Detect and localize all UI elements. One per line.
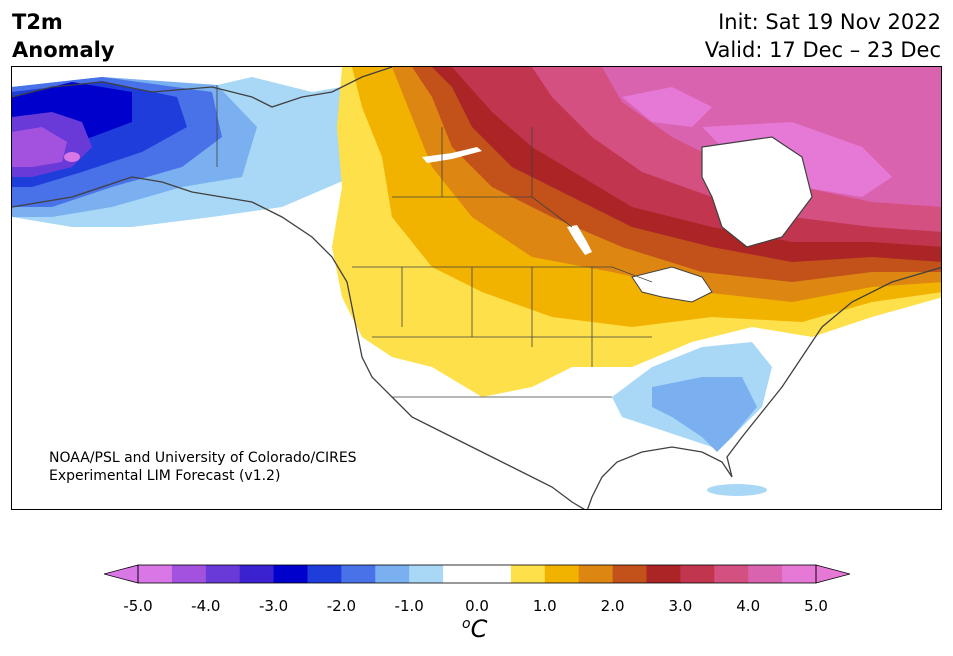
- canada-warm-pink-2: [622, 87, 712, 127]
- colorbar-segment: [443, 565, 478, 583]
- borders: [216, 85, 653, 398]
- title-line-2: Anomaly: [12, 38, 115, 62]
- great-lakes: [631, 266, 713, 303]
- colorbar-tick-label: 1.0: [532, 597, 557, 615]
- alaska-cold-violet: [12, 127, 67, 167]
- hudson-bay: [701, 136, 813, 248]
- unit-base: C: [470, 615, 488, 643]
- colorbar-segment: [409, 565, 444, 583]
- colorbar-segment: [307, 565, 342, 583]
- colorbar-segment: [544, 565, 580, 583]
- colorbar-segment: [138, 565, 173, 583]
- colorbar-tick-label: 2.0: [600, 597, 625, 615]
- colorbar-segment: [714, 565, 749, 583]
- colorbar-segment: [646, 565, 681, 583]
- colorbar-segment: [171, 565, 207, 583]
- colorbar-tick-label: -3.0: [258, 597, 289, 615]
- colorbar-under-arrow: [104, 564, 139, 584]
- colorbar-segment: [477, 565, 512, 583]
- anomaly-map: [11, 66, 942, 510]
- great-slave-lake: [422, 147, 482, 163]
- colorbar-segment: [375, 565, 410, 583]
- map-svg: [12, 67, 941, 509]
- colorbar-segment: [273, 565, 308, 583]
- colorbar-tick-label: 4.0: [736, 597, 761, 615]
- map-title: T2m Anomaly: [12, 8, 115, 64]
- colorbar-segment: [748, 565, 783, 583]
- colorbar-segment: [782, 565, 817, 583]
- colorbar-unit-label: oC: [462, 615, 487, 643]
- colorbar-tick-label: -5.0: [123, 597, 153, 615]
- colorbar-tick-label: -4.0: [191, 597, 221, 615]
- valid-date: Valid: 17 Dec – 23 Dec: [704, 38, 941, 62]
- unit-superscript: o: [462, 616, 471, 632]
- colorbar-tick-label: 0.0: [465, 597, 489, 615]
- colorbar: [104, 564, 850, 584]
- alaska-cold-pink: [64, 152, 80, 162]
- date-info: Init: Sat 19 Nov 2022 Valid: 17 Dec – 23…: [705, 8, 941, 64]
- colorbar-segment: [612, 565, 647, 583]
- colorbar-tick-label: 3.0: [668, 597, 693, 615]
- lake-winnipeg: [567, 225, 592, 255]
- init-date: Init: Sat 19 Nov 2022: [718, 10, 941, 34]
- title-line-1: T2m: [12, 10, 63, 34]
- colorbar-tick-label: -2.0: [326, 597, 357, 615]
- colorbar-tick-label: 5.0: [804, 597, 828, 615]
- colorbar-segment: [341, 565, 376, 583]
- credit-line-2: Experimental LIM Forecast (v1.2): [49, 468, 281, 484]
- colorbar-over-arrow: [815, 564, 850, 584]
- colorbar-outline: [137, 564, 817, 584]
- colorbar-segment: [205, 565, 241, 583]
- credit-line-1: NOAA/PSL and University of Colorado/CIRE…: [49, 450, 357, 466]
- colorbar-segment: [680, 565, 715, 583]
- coastlines: [12, 67, 941, 509]
- credit-text: NOAA/PSL and University of Colorado/CIRE…: [49, 449, 357, 485]
- colorbar-segment: [510, 565, 546, 583]
- colorbar-tick-label: -1.0: [394, 597, 424, 615]
- colorbar-segment: [578, 565, 614, 583]
- se-cold-mid: [652, 377, 757, 452]
- caribbean-cold: [707, 484, 767, 496]
- colorbar-segments: [138, 565, 817, 583]
- colorbar-segment: [239, 565, 275, 583]
